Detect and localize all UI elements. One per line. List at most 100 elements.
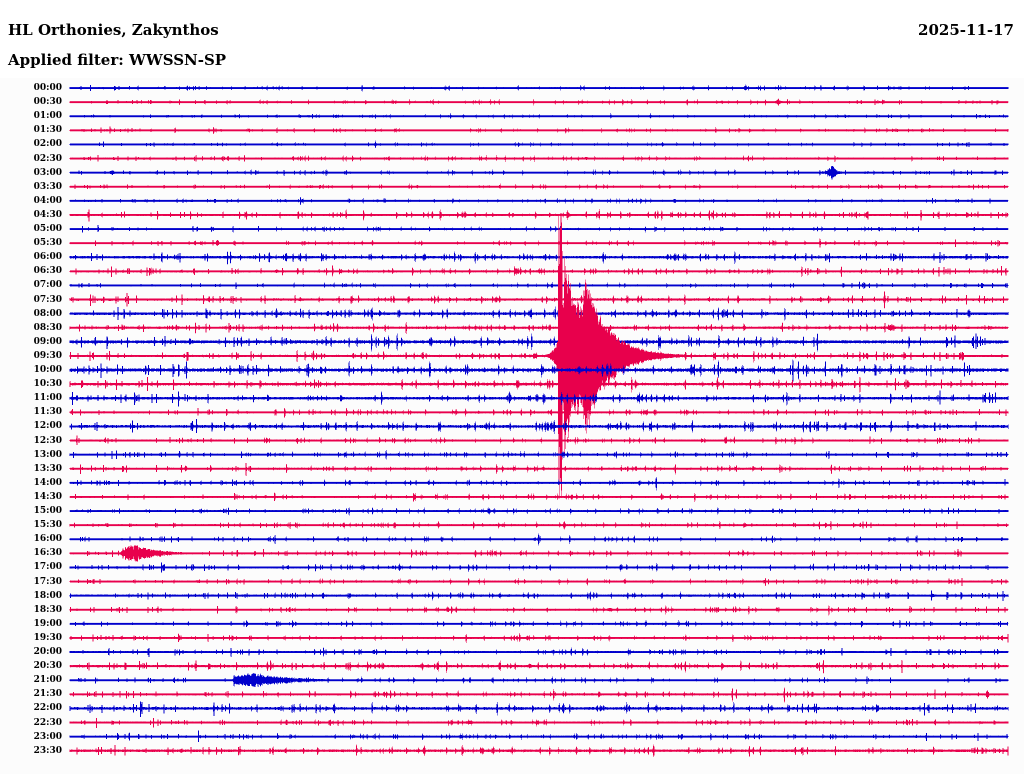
time-tick-label: 10:30 bbox=[33, 379, 62, 390]
trace-baseline bbox=[70, 594, 1008, 597]
time-tick-label: 20:30 bbox=[33, 661, 62, 672]
trace-baseline bbox=[70, 538, 1008, 541]
trace-baseline bbox=[70, 707, 1008, 710]
trace-baseline bbox=[70, 298, 1008, 301]
trace-baseline bbox=[70, 749, 1008, 752]
trace-baseline bbox=[70, 721, 1008, 724]
trace-baseline bbox=[70, 651, 1008, 653]
time-tick-label: 15:00 bbox=[33, 506, 62, 516]
trace-plot-area: 00:00 00:30 01:00 01:30 02:00 02:30 03:00 03:30… bbox=[0, 78, 1024, 774]
time-tick-label: 07:30 bbox=[33, 294, 62, 305]
time-tick-label: 08:00 bbox=[33, 308, 62, 319]
time-tick-label: 13:00 bbox=[33, 449, 62, 460]
record-date: 2025-11-17 bbox=[918, 21, 1014, 39]
time-tick-label: 00:30 bbox=[33, 97, 62, 108]
time-tick-label: 01:30 bbox=[33, 125, 62, 136]
time-tick-label: 22:30 bbox=[33, 717, 62, 728]
trace-baseline bbox=[70, 397, 1008, 400]
applied-filter-label: Applied filter: WWSSN-SP bbox=[8, 51, 227, 69]
time-tick-label: 23:30 bbox=[33, 745, 62, 756]
trace-baseline bbox=[70, 199, 1008, 202]
trace-baseline bbox=[70, 157, 1008, 160]
time-tick-label: 14:30 bbox=[33, 491, 62, 502]
trace-baseline bbox=[70, 242, 1008, 245]
time-tick-label: 17:00 bbox=[33, 562, 62, 573]
time-tick-label: 16:30 bbox=[33, 548, 62, 559]
trace-baseline bbox=[70, 665, 1008, 668]
time-tick-label: 04:30 bbox=[33, 209, 62, 220]
time-tick-label: 18:30 bbox=[33, 604, 62, 615]
trace-baseline bbox=[70, 326, 1008, 329]
time-tick-label: 19:00 bbox=[33, 618, 62, 629]
time-tick-label: 21:30 bbox=[33, 689, 62, 700]
time-tick-label: 22:00 bbox=[33, 703, 62, 714]
time-tick-label: 05:30 bbox=[33, 238, 62, 249]
trace-baseline bbox=[70, 693, 1008, 696]
trace-baseline bbox=[70, 524, 1008, 527]
time-tick-label: 07:00 bbox=[33, 280, 62, 291]
time-tick-label: 03:30 bbox=[33, 181, 62, 192]
trace-baseline bbox=[70, 637, 1008, 639]
time-tick-label: 13:30 bbox=[33, 463, 62, 474]
time-tick-label: 11:00 bbox=[33, 393, 62, 404]
trace-baseline bbox=[70, 284, 1008, 287]
time-tick-label: 06:30 bbox=[33, 266, 62, 277]
trace-baseline bbox=[70, 369, 1008, 371]
time-tick-label: 16:00 bbox=[33, 534, 62, 545]
trace-baseline bbox=[70, 129, 1008, 132]
trace-baseline bbox=[70, 453, 1008, 456]
trace-baseline bbox=[70, 735, 1008, 738]
time-tick-label: 03:00 bbox=[33, 167, 62, 178]
trace-baseline bbox=[70, 679, 1008, 682]
time-tick-label: 02:30 bbox=[33, 153, 62, 164]
page-title: HL Orthonies, Zakynthos bbox=[8, 21, 219, 39]
time-tick-label: 23:00 bbox=[33, 731, 62, 742]
time-tick-label: 00:00 bbox=[33, 83, 62, 93]
trace-baseline bbox=[70, 312, 1008, 315]
time-tick-label: 02:00 bbox=[33, 139, 62, 150]
time-tick-label: 12:30 bbox=[33, 435, 62, 446]
trace-baseline bbox=[70, 439, 1008, 442]
time-tick-label: 19:30 bbox=[33, 632, 62, 643]
trace-baseline bbox=[70, 87, 1008, 89]
time-tick-label: 09:30 bbox=[33, 350, 62, 361]
trace-baseline bbox=[70, 270, 1008, 273]
time-tick-label: 11:30 bbox=[33, 407, 62, 418]
trace-baseline bbox=[70, 214, 1008, 216]
trace-baseline bbox=[70, 580, 1008, 583]
trace-baseline bbox=[70, 383, 1008, 386]
time-tick-label: 01:00 bbox=[33, 111, 62, 122]
time-tick-label: 06:00 bbox=[33, 252, 62, 263]
trace-baseline bbox=[70, 467, 1008, 470]
trace-baseline bbox=[70, 355, 1008, 357]
trace-baseline bbox=[70, 552, 1008, 555]
trace-baseline bbox=[70, 510, 1008, 512]
time-tick-label: 21:00 bbox=[33, 675, 62, 686]
trace-baseline bbox=[70, 622, 1008, 625]
trace-baseline bbox=[70, 185, 1008, 188]
time-tick-label: 09:00 bbox=[33, 336, 62, 347]
trace-baseline bbox=[70, 481, 1008, 484]
trace-baseline bbox=[70, 340, 1008, 343]
trace-baseline bbox=[70, 425, 1008, 428]
time-tick-label: 10:00 bbox=[33, 365, 62, 375]
time-tick-label: 18:00 bbox=[33, 590, 62, 601]
time-tick-label: 12:00 bbox=[33, 421, 62, 432]
time-tick-label: 17:30 bbox=[33, 576, 62, 587]
seismogram-traces bbox=[0, 78, 1024, 774]
trace-baseline bbox=[70, 411, 1008, 414]
time-tick-label: 20:00 bbox=[33, 647, 62, 657]
time-tick-label: 04:00 bbox=[33, 195, 62, 206]
trace-baseline bbox=[70, 608, 1008, 611]
trace-baseline bbox=[70, 115, 1008, 118]
time-tick-label: 08:30 bbox=[33, 322, 62, 333]
trace-baseline bbox=[70, 143, 1008, 146]
time-tick-label: 05:00 bbox=[33, 224, 62, 234]
time-tick-label: 15:30 bbox=[33, 520, 62, 531]
trace-baseline bbox=[70, 566, 1008, 569]
trace-baseline bbox=[70, 171, 1008, 174]
trace-baseline bbox=[70, 101, 1008, 104]
trace-baseline bbox=[70, 228, 1008, 230]
trace-baseline bbox=[70, 256, 1008, 259]
